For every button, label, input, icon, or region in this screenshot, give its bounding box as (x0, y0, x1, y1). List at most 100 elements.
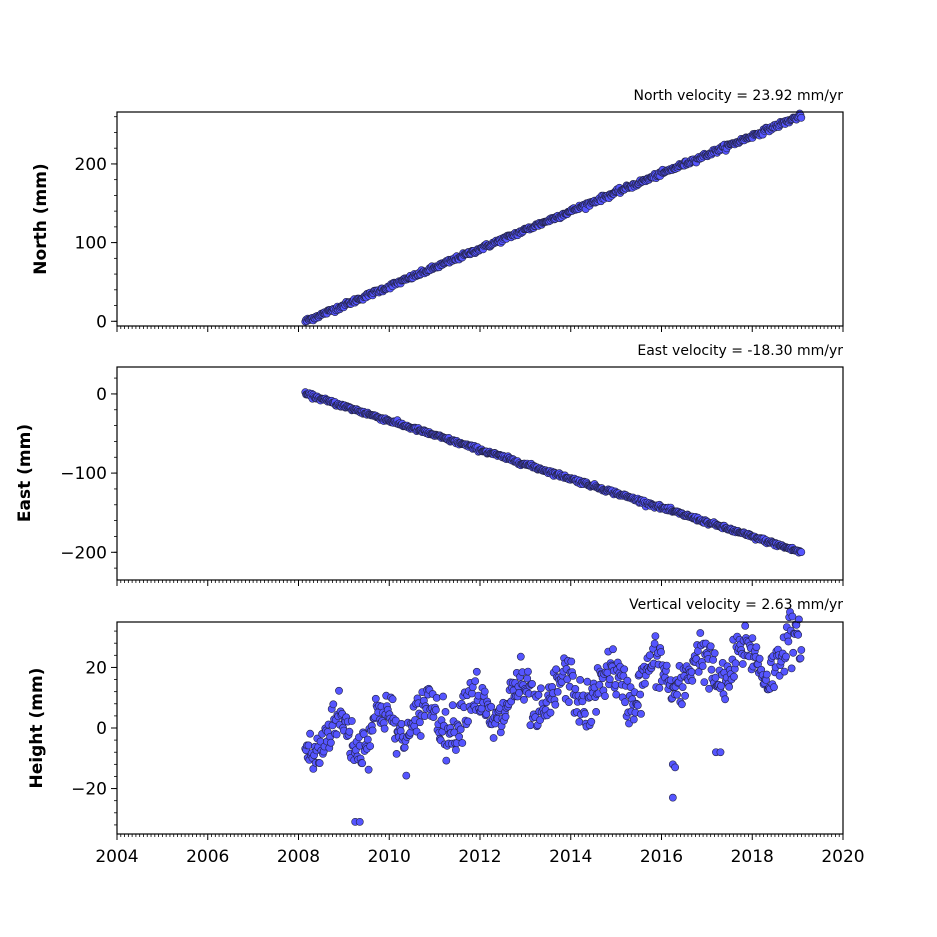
data-point (633, 701, 642, 710)
data-point (366, 742, 375, 750)
data-point (637, 710, 645, 718)
data-point (524, 667, 532, 676)
data-point (583, 677, 592, 686)
data-point (725, 683, 733, 691)
y-tick-label: 0 (96, 719, 107, 739)
data-point (455, 732, 463, 741)
height-points (301, 608, 806, 826)
north-panel-title: North velocity = 23.92 mm/yr (633, 88, 843, 104)
data-point (329, 700, 338, 709)
outlier-point (668, 793, 677, 802)
data-point (526, 721, 535, 730)
data-point (534, 691, 543, 699)
data-point (730, 672, 738, 681)
data-point (581, 709, 589, 718)
data-point (335, 686, 343, 695)
data-point (553, 688, 562, 696)
data-point (762, 670, 771, 679)
data-point (710, 649, 719, 658)
data-point (306, 729, 314, 738)
data-point (371, 694, 380, 703)
height-panel: Vertical velocity = 2.63 mm/yr Height (m… (27, 597, 865, 867)
y-tick-label: 0 (96, 312, 107, 332)
y-tick-label: −100 (60, 464, 107, 484)
data-point (626, 683, 635, 691)
data-point (592, 708, 600, 716)
data-point (472, 667, 481, 676)
data-point (709, 656, 717, 664)
data-point (694, 668, 703, 676)
data-point (707, 665, 716, 674)
data-point (784, 637, 793, 646)
data-point (451, 746, 460, 754)
data-point (332, 730, 341, 739)
x-tick-label: 2014 (549, 847, 592, 867)
north-points (301, 109, 806, 326)
height-ticks: 2004 2006 2008 2010 2012 2014 2016 2018 2020 −20 0… (71, 630, 865, 867)
data-point (528, 680, 536, 688)
y-tick-label: 0 (96, 385, 107, 405)
data-point (304, 741, 313, 750)
data-point (565, 698, 573, 706)
data-point (609, 645, 617, 654)
x-tick-label: 2016 (640, 847, 683, 867)
data-point (458, 739, 467, 747)
data-point (731, 659, 740, 668)
data-point (368, 726, 377, 735)
data-point (489, 734, 498, 742)
data-point (612, 690, 621, 699)
height-y-axis-title: Height (mm) (27, 668, 47, 789)
data-point (655, 684, 664, 692)
data-point (741, 622, 750, 630)
data-point (605, 675, 614, 684)
data-point (657, 648, 665, 656)
east-y-axis-title: East (mm) (15, 424, 35, 522)
data-point (797, 113, 806, 122)
data-point (706, 642, 715, 651)
data-point (797, 646, 806, 654)
data-point (448, 701, 457, 710)
data-point (359, 730, 368, 738)
data-point (700, 678, 709, 686)
height-plot-frame (116, 621, 844, 835)
data-point (468, 689, 476, 698)
data-point (345, 727, 354, 736)
data-point (595, 681, 604, 689)
data-point (780, 667, 789, 676)
data-point (575, 718, 584, 726)
data-point (571, 685, 580, 693)
data-point (358, 759, 367, 768)
data-point (641, 679, 649, 688)
data-point (623, 676, 632, 685)
data-point (770, 683, 778, 692)
east-panel: East velocity = -18.30 mm/yr East (mm) 0… (15, 343, 844, 586)
x-tick-label: 2008 (277, 847, 320, 867)
data-point (662, 661, 671, 670)
data-point (388, 695, 397, 704)
north-panel: North velocity = 23.92 mm/yr North (mm) … (31, 88, 844, 332)
outlier-point (671, 763, 680, 772)
data-point (326, 738, 335, 747)
data-point (717, 682, 725, 690)
y-tick-label: 200 (75, 155, 107, 175)
data-point (789, 648, 798, 657)
east-ticks: 0 −100 −200 (60, 377, 844, 586)
data-point (796, 654, 805, 663)
data-point (752, 643, 761, 651)
east-panel-title: East velocity = -18.30 mm/yr (637, 343, 843, 359)
data-point (471, 677, 480, 685)
data-point (705, 684, 713, 693)
x-tick-label: 2006 (186, 847, 229, 867)
east-points (301, 388, 806, 557)
data-point (696, 629, 705, 637)
data-point (363, 735, 372, 744)
data-point (347, 717, 356, 725)
data-point (464, 717, 472, 726)
data-point (787, 664, 796, 673)
x-tick-label: 2010 (368, 847, 411, 867)
data-point (442, 756, 451, 765)
data-point (782, 652, 790, 661)
y-tick-label: 20 (85, 658, 107, 678)
data-point (651, 632, 660, 640)
data-point (546, 708, 555, 717)
